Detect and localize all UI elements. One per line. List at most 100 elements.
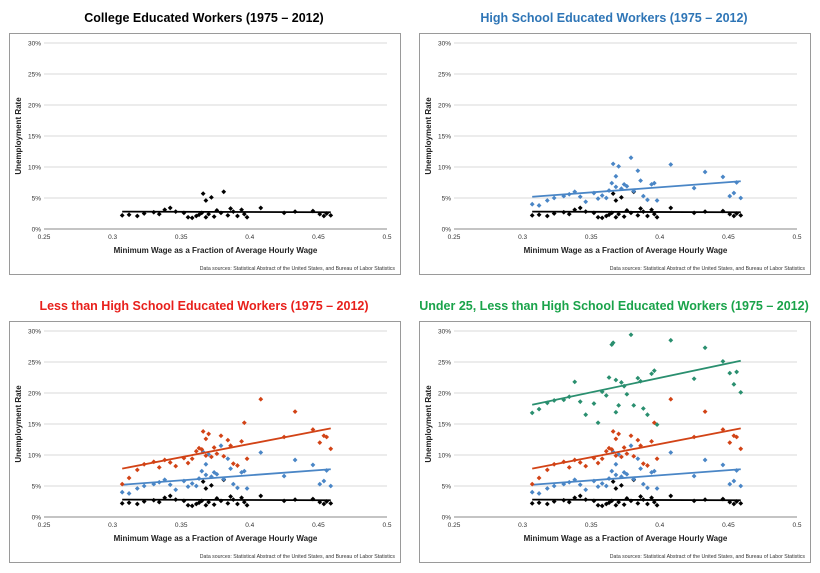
x-tick-label: 0.3	[518, 234, 527, 241]
data-point	[206, 431, 212, 437]
data-point	[606, 445, 612, 451]
data-point	[624, 391, 630, 397]
data-point	[595, 214, 601, 220]
data-point	[731, 190, 737, 196]
data-point	[328, 212, 334, 218]
data-point	[328, 483, 334, 489]
data-point	[321, 478, 327, 484]
data-point	[609, 210, 615, 216]
data-point	[244, 456, 250, 462]
trend-line	[532, 359, 741, 406]
data-point	[228, 443, 233, 449]
data-point	[189, 481, 195, 486]
data-point	[738, 389, 744, 395]
data-point	[208, 482, 214, 488]
x-tick-label: 0.5	[382, 522, 391, 529]
data-point	[551, 211, 557, 216]
y-tick-label: 20%	[438, 391, 451, 398]
data-point	[167, 205, 173, 211]
x-tick-label: 0.35	[175, 234, 188, 241]
data-point	[134, 467, 140, 473]
data-point	[654, 502, 660, 508]
y-tick-label: 0%	[32, 515, 42, 522]
y-tick-label: 30%	[438, 329, 451, 336]
data-point	[196, 445, 202, 451]
x-tick-label: 0.25	[448, 522, 461, 529]
data-point	[609, 342, 615, 348]
data-point	[151, 481, 157, 487]
data-point	[218, 433, 224, 439]
data-point	[321, 501, 327, 507]
data-point	[167, 460, 173, 465]
data-point	[668, 337, 674, 343]
data-point	[738, 195, 744, 201]
data-point	[551, 499, 557, 504]
data-point	[529, 489, 535, 495]
data-point	[321, 433, 327, 439]
data-point	[631, 453, 637, 459]
data-point	[583, 412, 589, 418]
data-point	[618, 482, 624, 488]
data-point	[613, 184, 619, 190]
data-point	[720, 174, 726, 180]
data-point	[199, 498, 205, 504]
data-point	[595, 460, 601, 466]
data-point	[606, 212, 612, 218]
data-point	[529, 500, 535, 506]
data-point	[651, 211, 657, 217]
data-point	[595, 484, 601, 490]
data-point	[214, 208, 220, 213]
data-point	[702, 457, 708, 463]
data-point	[566, 211, 572, 217]
data-point	[738, 212, 744, 218]
y-tick-label: 15%	[438, 422, 451, 429]
data-point	[591, 401, 597, 406]
y-tick-label: 5%	[442, 484, 452, 491]
data-point	[156, 211, 162, 217]
data-point	[599, 215, 605, 221]
data-point	[613, 461, 619, 467]
data-point	[610, 479, 616, 485]
x-tick-label: 0.5	[792, 234, 801, 241]
data-point	[310, 427, 316, 432]
data-point	[189, 456, 195, 462]
y-tick-label: 25%	[438, 360, 451, 367]
data-point	[551, 483, 557, 489]
data-point	[613, 453, 619, 459]
data-point	[613, 472, 619, 478]
data-point	[181, 498, 187, 504]
data-point	[225, 212, 231, 218]
trend-line	[532, 468, 741, 486]
x-tick-label: 0.45	[312, 522, 325, 529]
data-point	[621, 445, 627, 450]
chart-panel-high-school: High School Educated Workers (1975 – 201…	[414, 9, 814, 279]
data-point	[631, 403, 637, 408]
data-point	[230, 461, 236, 467]
data-point	[324, 434, 330, 440]
data-point	[211, 445, 217, 450]
data-point	[126, 475, 132, 481]
trend-line	[532, 180, 741, 198]
data-point	[738, 446, 744, 452]
data-point	[583, 463, 589, 469]
data-source-note: Data sources: Statistical Abstract of th…	[200, 554, 396, 560]
data-point	[720, 358, 726, 364]
data-point	[635, 375, 641, 381]
data-point	[649, 181, 654, 187]
data-point	[624, 451, 630, 457]
data-point	[649, 371, 654, 377]
data-point	[203, 198, 209, 203]
data-point	[645, 197, 650, 203]
data-point	[119, 489, 125, 495]
data-point	[134, 486, 140, 491]
x-axis-label: Minimum Wage as a Fraction of Average Ho…	[524, 534, 728, 543]
data-point	[603, 483, 609, 489]
data-point	[654, 422, 660, 428]
data-point	[211, 469, 217, 475]
data-point	[603, 393, 609, 398]
data-point	[638, 178, 643, 184]
data-point	[235, 213, 240, 219]
y-tick-label: 15%	[28, 134, 41, 141]
data-point	[173, 463, 179, 469]
data-point	[609, 498, 615, 504]
